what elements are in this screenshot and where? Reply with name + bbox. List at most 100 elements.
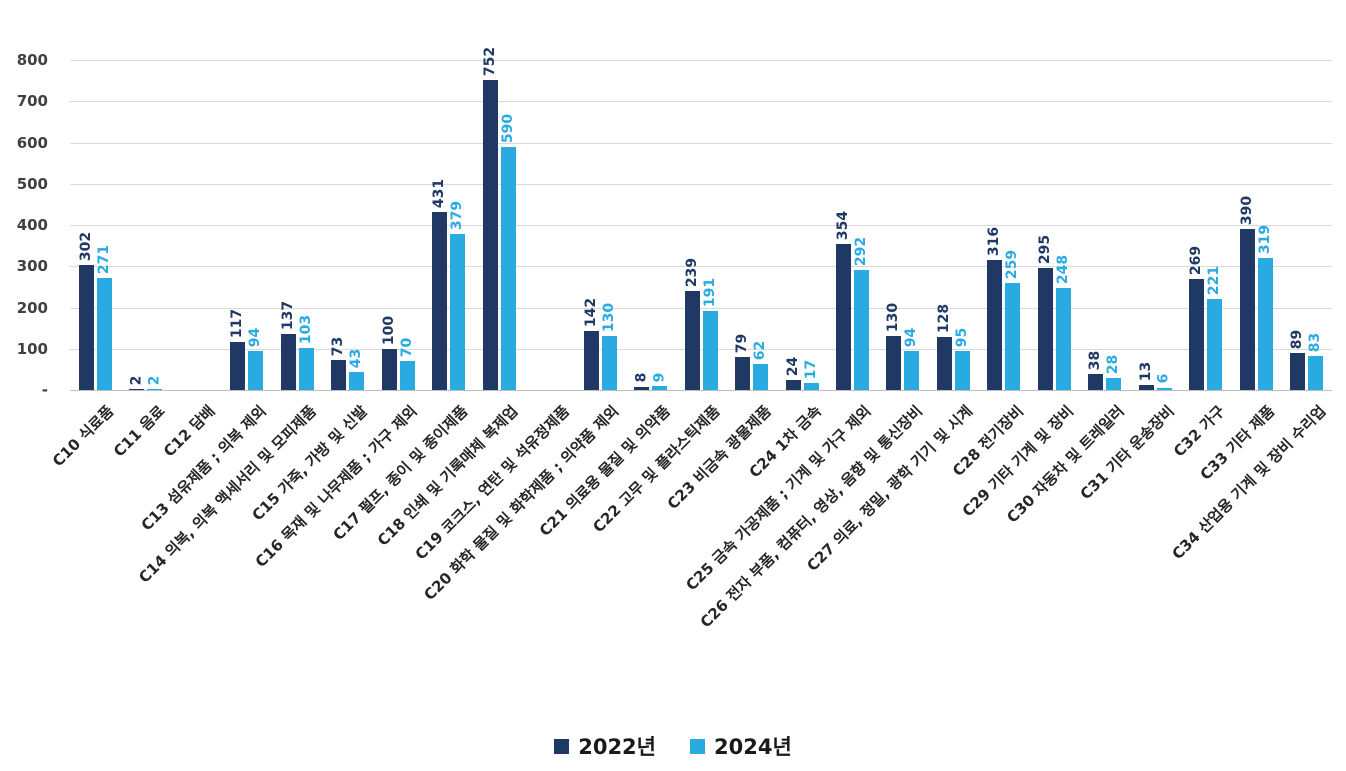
value-label-2024년: 9	[650, 372, 667, 383]
value-label-2024년: 70	[398, 337, 415, 358]
bar-2024년	[147, 389, 163, 390]
y-tick-label: 200	[16, 299, 48, 317]
bar-2022년	[230, 341, 246, 390]
bar-2022년	[835, 244, 851, 390]
value-label-2024년: 28	[1105, 355, 1122, 375]
legend-swatch-2022-icon	[554, 738, 570, 754]
bar-2022년	[785, 380, 801, 390]
bar-2022년	[1088, 374, 1104, 390]
bar-2024년	[853, 269, 869, 390]
bar-2022년	[1239, 229, 1255, 390]
category-label: C11 음료	[109, 402, 169, 461]
value-label-2024년: 130	[600, 303, 617, 333]
value-label-2022년: 13	[1138, 361, 1155, 381]
value-label-2024년: 590	[499, 113, 516, 143]
value-label-2022년: 295	[1037, 235, 1054, 265]
x-axis-line	[70, 390, 1332, 391]
value-label-2024년: 2	[146, 375, 163, 385]
value-label-2024년: 248	[1055, 254, 1072, 284]
value-label-2022년: 390	[1238, 195, 1255, 226]
grid-line	[70, 143, 1332, 144]
bar-2022년	[78, 265, 94, 390]
value-label-2024년: 62	[752, 341, 769, 361]
bar-2022년	[331, 359, 347, 390]
bar-2024년	[954, 350, 970, 390]
bar-2024년	[1257, 258, 1273, 390]
value-label-2022년: 354	[835, 210, 852, 241]
value-label-2024년: 94	[903, 327, 920, 348]
value-label-2024년: 43	[348, 349, 365, 369]
value-label-2024년: 6	[1155, 373, 1172, 384]
value-label-2022년: 100	[380, 315, 397, 345]
bar-2022년	[432, 212, 448, 390]
value-label-2024년: 292	[853, 236, 870, 266]
bar-2024년	[904, 351, 920, 390]
legend-label-2024: 2024년	[714, 735, 792, 759]
value-label-2022년: 142	[582, 298, 599, 328]
value-label-2022년: 269	[1188, 245, 1205, 276]
value-label-2022년: 752	[481, 46, 498, 76]
bar-2022년	[1290, 353, 1306, 390]
value-label-2024년: 17	[802, 359, 819, 380]
value-label-2022년: 239	[683, 258, 700, 288]
value-label-2022년: 431	[431, 179, 448, 209]
bar-2022년	[735, 357, 750, 390]
value-label-2022년: 130	[885, 303, 902, 333]
value-label-2022년: 89	[1289, 330, 1306, 350]
legend-item-2024: 2024년	[690, 731, 792, 761]
bar-2024년	[803, 383, 819, 390]
grid-line	[70, 308, 1332, 309]
grid-line	[70, 266, 1332, 267]
bar-2024년	[702, 311, 718, 390]
category-label: C25 금속 가공제품 ; 기계 및 가구 제외	[682, 402, 875, 595]
bar-2022년	[129, 389, 145, 390]
y-tick-label: 400	[16, 216, 48, 234]
bar-2024년	[1005, 283, 1021, 390]
value-label-2024년: 94	[247, 327, 264, 348]
bar-2022년	[1037, 268, 1053, 390]
bar-2024년	[248, 351, 264, 390]
y-tick-label: 100	[16, 340, 48, 358]
value-label-2022년: 2	[128, 375, 145, 385]
y-tick-label: 800	[16, 51, 48, 69]
value-label-2024년: 95	[954, 327, 971, 348]
bar-2022년	[381, 348, 397, 391]
value-label-2022년: 316	[986, 226, 1003, 256]
value-label-2022년: 38	[1087, 351, 1104, 371]
bar-2022년	[634, 386, 649, 390]
grid-line	[70, 184, 1332, 185]
value-label-2022년: 137	[279, 300, 296, 330]
bar-2022년	[1138, 384, 1154, 390]
bar-2024년	[753, 364, 768, 390]
bar-2022년	[280, 333, 296, 390]
bar-2024년	[601, 336, 617, 390]
bar-2024년	[349, 372, 365, 390]
grid-line	[70, 225, 1332, 226]
legend-label-2022: 2022년	[578, 735, 656, 759]
bar-2024년	[652, 386, 667, 390]
value-label-2024년: 319	[1256, 225, 1273, 255]
legend-item-2022: 2022년	[554, 731, 656, 761]
bar-2024년	[399, 361, 415, 390]
category-label: C10 식료품	[49, 402, 118, 471]
value-label-2024년: 259	[1004, 250, 1021, 280]
bar-2024년	[500, 146, 516, 390]
bar-2024년	[96, 278, 112, 390]
bar-2024년	[1207, 298, 1223, 390]
grid-line	[70, 349, 1332, 350]
value-label-2022년: 128	[936, 304, 953, 334]
value-label-2024년: 271	[95, 245, 112, 275]
value-label-2024년: 103	[297, 314, 314, 344]
bar-2022년	[936, 337, 952, 390]
value-label-2022년: 73	[330, 336, 347, 357]
category-label: C31 기타 운송장비	[1076, 402, 1179, 504]
bar-2022년	[482, 79, 498, 390]
bar-2024년	[1156, 387, 1172, 390]
y-tick-label: -	[41, 381, 48, 399]
value-label-2022년: 117	[229, 308, 246, 338]
value-label-2024년: 379	[449, 200, 466, 230]
value-label-2022년: 8	[632, 372, 649, 383]
value-label-2024년: 83	[1307, 332, 1324, 353]
y-tick-label: 300	[16, 257, 48, 275]
